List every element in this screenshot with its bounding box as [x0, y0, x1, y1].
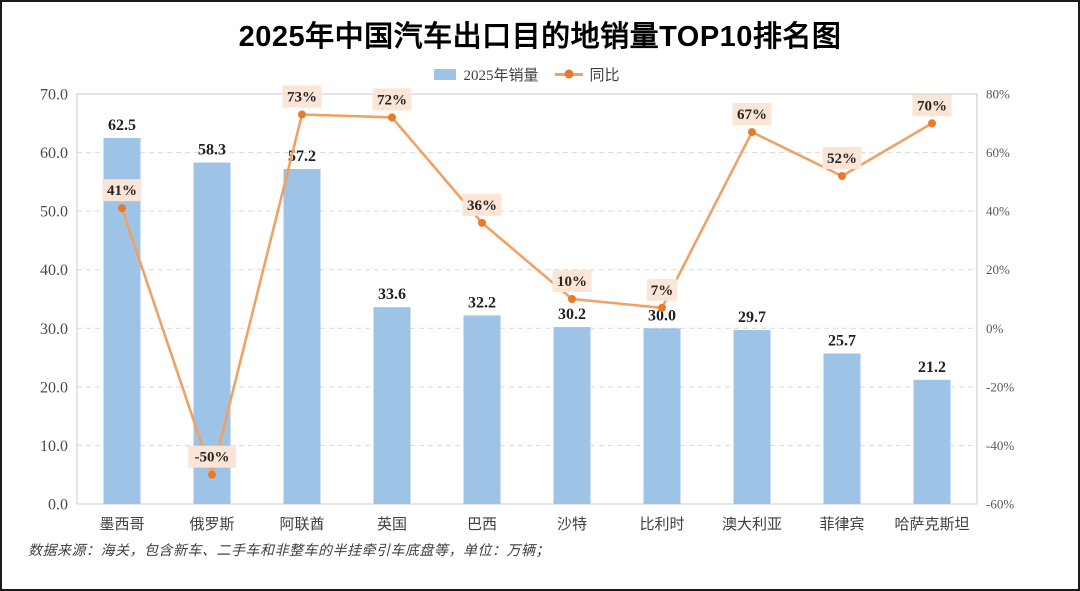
left-axis-tick: 0.0 [48, 497, 68, 514]
line-marker-英国 [388, 113, 396, 122]
yoy-label: 41% [107, 183, 137, 199]
category-label-比利时: 比利时 [639, 516, 684, 533]
category-label-英国: 英国 [377, 515, 407, 533]
line-marker-阿联酋 [298, 110, 306, 119]
right-axis-tick: 80% [986, 87, 1010, 102]
right-axis-tick: 40% [986, 204, 1010, 219]
line-series-swatch-icon [554, 69, 583, 79]
category-label-墨西哥: 墨西哥 [99, 517, 144, 533]
yoy-label: 67% [737, 107, 767, 123]
yoy-label-bg [462, 193, 502, 216]
yoy-label: 52% [827, 151, 857, 167]
chart-title: 2025年中国汽车出口目的地销量TOP10排名图 [238, 21, 842, 53]
chart-legend: 2025年销量 同比 [77, 62, 977, 86]
bar-value-label: 29.7 [738, 309, 766, 326]
right-axis-tick: -20% [986, 379, 1014, 394]
legend-line-label: 同比 [589, 67, 620, 84]
category-label-哈萨克斯坦: 哈萨克斯坦 [894, 516, 969, 533]
bar-比利时 [643, 328, 681, 504]
bar-value-label: 57.2 [288, 148, 316, 165]
yoy-label-bg [372, 88, 412, 111]
yoy-label: 72% [377, 92, 407, 108]
yoy-label-bg [188, 445, 236, 468]
bar-英国 [373, 307, 411, 504]
line-marker-俄罗斯 [208, 470, 216, 479]
bar-value-label: 21.2 [918, 359, 946, 376]
left-axis-tick: 70.0 [40, 87, 68, 104]
plot-area-border [76, 93, 978, 505]
yoy-label: 73% [287, 90, 317, 106]
right-axis-tick: 20% [986, 262, 1010, 277]
right-axis-tick: 60% [986, 145, 1010, 160]
yoy-label: -50% [195, 450, 230, 466]
bar-value-label: 30.2 [558, 306, 586, 323]
yoy-label: 70% [917, 98, 947, 114]
line-marker-沙特 [568, 295, 576, 303]
line-marker-巴西 [478, 218, 486, 227]
line-marker-墨西哥 [118, 204, 126, 213]
legend-item-sales: 2025年销量 [434, 64, 539, 85]
line-marker-澳大利亚 [748, 128, 756, 137]
category-label-巴西: 巴西 [467, 517, 497, 533]
bar-巴西 [463, 315, 501, 504]
bar-沙特 [553, 327, 591, 504]
yoy-label-bg [102, 179, 142, 202]
legend-item-yoy: 同比 [554, 64, 620, 85]
right-axis-tick: 0% [986, 321, 1004, 336]
yoy-label-bg [647, 278, 677, 301]
yoy-label: 7% [651, 283, 674, 299]
category-label-菲律宾: 菲律宾 [819, 516, 864, 533]
bar-value-label: 33.6 [378, 286, 406, 303]
data-source-note: 数据来源：海关，包含新车、二手车和非整车的半挂牵引车底盘等，单位：万辆； [28, 544, 550, 559]
bar-value-label: 30.0 [648, 307, 676, 324]
line-marker-哈萨克斯坦 [928, 119, 936, 128]
left-axis-tick: 50.0 [40, 204, 68, 221]
bar-阿联酋 [283, 168, 321, 504]
yoy-label-bg [282, 85, 322, 108]
bar-菲律宾 [823, 353, 861, 504]
bar-哈萨克斯坦 [913, 379, 951, 504]
legend-bar-label: 2025年销量 [463, 67, 539, 84]
yoy-label-bg [552, 270, 592, 292]
yoy-label-bg [732, 103, 772, 126]
category-label-俄罗斯: 俄罗斯 [189, 516, 234, 533]
left-axis-tick: 60.0 [40, 145, 68, 162]
left-axis-tick: 10.0 [40, 438, 68, 455]
category-label-澳大利亚: 澳大利亚 [722, 516, 782, 533]
yoy-label: 10% [557, 274, 587, 290]
bar-澳大利亚 [733, 330, 771, 504]
yoy-label-bg [822, 147, 862, 169]
bar-value-label: 25.7 [828, 332, 856, 349]
category-label-阿联酋: 阿联酋 [279, 515, 324, 533]
left-axis-tick: 30.0 [40, 321, 68, 338]
category-label-沙特: 沙特 [557, 516, 587, 533]
bar-value-label: 32.2 [468, 294, 496, 311]
left-axis-tick: 40.0 [40, 262, 68, 279]
left-axis-tick: 20.0 [40, 379, 68, 396]
bar-value-label: 62.5 [108, 117, 136, 134]
line-marker-菲律宾 [838, 172, 846, 180]
yoy-label: 36% [467, 198, 497, 214]
bar-series-swatch-icon [434, 68, 457, 80]
right-axis-tick: -40% [986, 438, 1014, 453]
bar-value-label: 58.3 [198, 142, 226, 159]
yoy-label-bg [912, 94, 952, 117]
right-axis-tick: -60% [986, 497, 1014, 512]
yoy-line [120, 113, 933, 477]
line-marker-比利时 [658, 303, 666, 312]
